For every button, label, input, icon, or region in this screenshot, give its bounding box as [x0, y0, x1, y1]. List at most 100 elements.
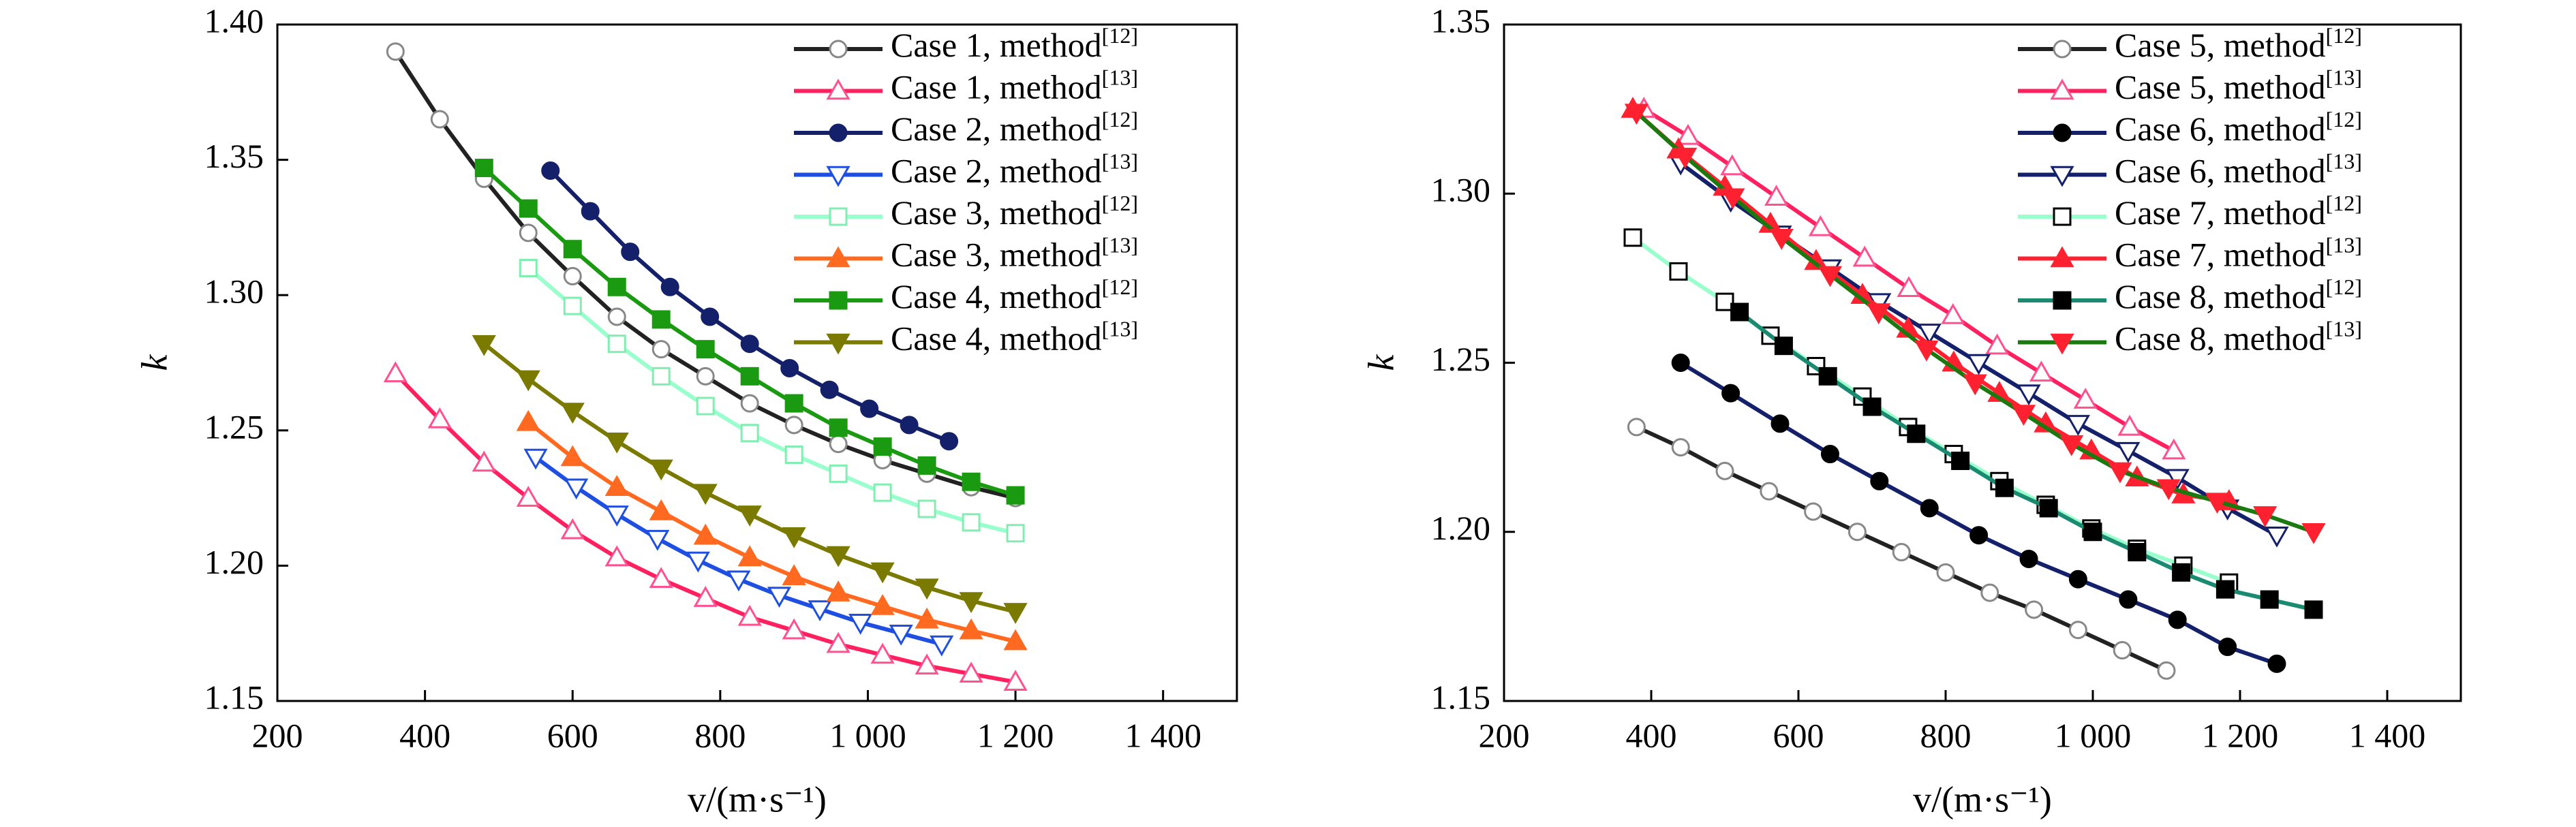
legend-name: Case 6, method — [2115, 152, 2326, 190]
legend-marker — [829, 40, 848, 59]
data-point — [519, 223, 538, 243]
data-point — [889, 624, 913, 646]
data-point — [826, 580, 850, 602]
data-point — [541, 161, 560, 180]
data-point — [1715, 461, 1734, 480]
data-point — [1808, 215, 1833, 236]
legend-name: Case 2, method — [891, 152, 1102, 190]
y-tick-label: 1.15 — [1431, 678, 1491, 716]
legend-name: Case 6, method — [2115, 110, 2326, 148]
data-point — [563, 296, 582, 315]
y-tick-label: 1.35 — [1431, 1, 1491, 40]
data-point — [2162, 438, 2186, 460]
data-point — [2301, 523, 2326, 544]
data-point — [1764, 185, 1789, 206]
data-point — [474, 159, 493, 178]
data-point — [2019, 549, 2038, 568]
data-point — [1951, 451, 1970, 470]
legend-label: Case 5, method[13] — [2115, 65, 2362, 106]
data-point — [808, 600, 832, 621]
data-point — [860, 399, 879, 418]
data-point — [1627, 418, 1646, 437]
data-point — [645, 529, 670, 551]
legend-name: Case 8, method — [2115, 277, 2326, 315]
data-point — [873, 437, 892, 456]
data-point — [2117, 414, 2142, 436]
legend-marker — [829, 123, 848, 142]
data-point — [1676, 123, 1700, 145]
data-point — [649, 459, 673, 481]
x-tick-label: 1 400 — [2349, 716, 2426, 754]
data-point — [1936, 563, 1955, 582]
data-point — [1721, 384, 1741, 403]
data-point — [1804, 502, 1823, 521]
data-point — [870, 642, 895, 664]
series-line — [527, 420, 1016, 644]
data-point — [1624, 104, 1649, 125]
data-point — [1671, 354, 1690, 372]
legend-name: Case 5, method — [2115, 68, 2326, 106]
data-point — [604, 432, 629, 454]
data-point — [1006, 486, 1025, 505]
data-point — [1715, 292, 1734, 311]
data-point — [740, 334, 759, 354]
legend-marker — [2053, 207, 2072, 226]
data-point — [2304, 600, 2323, 619]
x-axis-label: v/(m·s⁻¹) — [1913, 779, 2052, 820]
data-point — [427, 407, 452, 428]
data-point — [959, 592, 983, 614]
data-point — [1623, 228, 1642, 247]
legend-marker — [2053, 123, 2072, 142]
data-point — [1770, 414, 1790, 433]
data-point — [1969, 526, 1989, 545]
legend-ref: [13] — [1102, 65, 1138, 90]
data-point — [915, 607, 939, 629]
data-point — [2025, 600, 2044, 619]
data-point — [782, 618, 806, 640]
data-point — [472, 450, 496, 472]
data-point — [2215, 580, 2235, 599]
data-point — [784, 394, 803, 413]
data-point — [726, 570, 751, 592]
legend-ref: [12] — [1102, 191, 1138, 215]
data-point — [1003, 670, 1028, 691]
legend-ref: [13] — [2326, 233, 2362, 258]
data-point — [1907, 424, 1926, 443]
legend-name: Case 3, method — [891, 236, 1102, 274]
data-point — [516, 486, 540, 507]
legend-name: Case 2, method — [891, 110, 1102, 148]
data-point — [2218, 638, 2237, 657]
x-tick-label: 600 — [547, 716, 598, 754]
data-point — [696, 366, 715, 386]
data-point — [737, 505, 762, 527]
data-point — [740, 394, 759, 413]
legend-ref: [12] — [2326, 107, 2362, 131]
data-point — [2039, 499, 2058, 518]
legend-ref: [13] — [1102, 317, 1138, 341]
legend-label: Case 6, method[12] — [2115, 107, 2362, 148]
legend-ref: [12] — [1102, 107, 1138, 131]
data-point — [651, 366, 671, 386]
data-point — [1914, 340, 1939, 362]
legend-label: Case 6, method[13] — [2115, 149, 2362, 190]
data-point — [693, 586, 718, 607]
data-point — [472, 334, 496, 356]
legend-label: Case 5, method[12] — [2115, 23, 2362, 64]
x-tick-label: 200 — [252, 716, 303, 754]
data-point — [962, 472, 981, 491]
data-point — [519, 258, 538, 277]
data-point — [1820, 445, 1839, 464]
x-tick-label: 800 — [1920, 716, 1972, 754]
data-point — [1920, 499, 1939, 518]
data-point — [686, 551, 710, 573]
data-point — [2017, 384, 2041, 406]
data-point — [563, 240, 582, 259]
data-point — [1006, 524, 1025, 543]
y-tick-label: 1.25 — [204, 407, 264, 446]
legend-marker — [2050, 246, 2074, 268]
data-point — [2108, 462, 2132, 484]
data-point — [915, 653, 939, 675]
data-point — [1721, 188, 1745, 210]
data-point — [649, 567, 673, 589]
data-point — [1897, 276, 1921, 298]
